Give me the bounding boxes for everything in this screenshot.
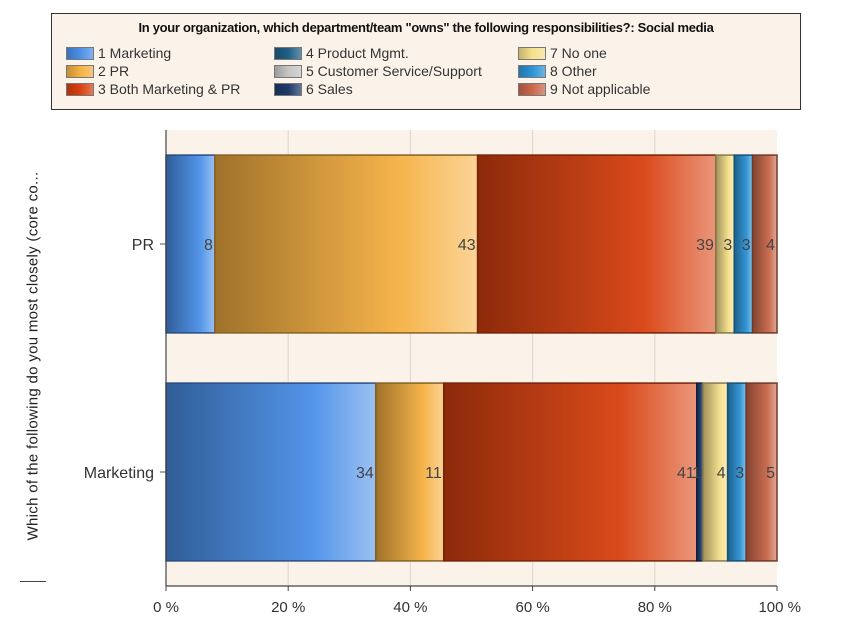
legend-swatch — [518, 82, 546, 96]
data-label: 4 — [717, 465, 726, 482]
legend-item: 5 Customer Service/Support — [274, 63, 482, 79]
legend-label: 8 Other — [550, 63, 597, 79]
data-label: 1 — [692, 465, 701, 482]
legend-label: 3 Both Marketing & PR — [98, 81, 241, 97]
data-label: 3 — [723, 237, 732, 254]
bar-segment — [214, 154, 479, 334]
bar-segment — [165, 382, 377, 562]
legend-item: 8 Other — [518, 63, 597, 79]
legend-swatch — [274, 64, 302, 78]
bar-segment — [745, 382, 778, 562]
legend-swatch — [518, 64, 546, 78]
legend-swatch — [66, 82, 94, 96]
legend-item: 4 Product Mgmt. — [274, 45, 409, 61]
x-tick-label: 40 % — [393, 599, 427, 616]
data-label: 11 — [425, 465, 442, 482]
data-label: 39 — [696, 237, 714, 254]
chart-legend: In your organization, which department/t… — [51, 13, 801, 110]
data-label: 8 — [204, 237, 213, 254]
x-tick-label: 80 % — [638, 599, 672, 616]
bar-segment — [702, 382, 729, 562]
data-label: 41 — [677, 465, 695, 482]
x-tick-label: 100 % — [758, 599, 801, 616]
category-label: PR — [132, 237, 154, 254]
x-tick-label: 0 % — [153, 599, 179, 616]
x-tick-label: 60 % — [515, 599, 549, 616]
legend-item: 1 Marketing — [66, 45, 171, 61]
legend-swatch — [66, 46, 94, 60]
legend-label: 1 Marketing — [98, 45, 172, 61]
legend-label: 5 Customer Service/Support — [306, 63, 482, 79]
legend-swatch — [274, 46, 302, 60]
legend-label: 4 Product Mgmt. — [306, 45, 409, 61]
legend-item: 9 Not applicable — [518, 81, 650, 97]
legend-swatch — [518, 46, 546, 60]
legend-label: 7 No one — [550, 45, 607, 61]
chart-title: In your organization, which department/t… — [138, 20, 714, 35]
bar-segment — [165, 154, 216, 334]
legend-item: 2 PR — [66, 63, 129, 79]
legend-swatch — [66, 64, 94, 78]
x-tick-label: 20 % — [271, 599, 305, 616]
data-label: 3 — [735, 465, 744, 482]
value-labels: 8 43 39 3 3 434 11 411 4 3 5 — [204, 237, 775, 482]
legend-label: 9 Not applicable — [550, 81, 651, 97]
data-label: 5 — [766, 465, 775, 482]
bar-segment — [476, 154, 717, 334]
y-axis-label: Which of the following do you most close… — [20, 130, 46, 582]
legend-label: 6 Sales — [306, 81, 353, 97]
legend-swatch — [274, 82, 302, 96]
legend-label: 2 PR — [98, 63, 130, 79]
legend-item: 6 Sales — [274, 81, 353, 97]
legend-item: 3 Both Marketing & PR — [66, 81, 240, 97]
legend-item: 7 No one — [518, 45, 607, 61]
category-label: Marketing — [84, 465, 154, 482]
bar-segment — [442, 382, 698, 562]
data-label: 43 — [458, 237, 476, 254]
data-label: 3 — [742, 237, 751, 254]
data-label: 4 — [766, 237, 775, 254]
data-label: 34 — [356, 465, 374, 482]
bar-segment — [751, 154, 778, 334]
